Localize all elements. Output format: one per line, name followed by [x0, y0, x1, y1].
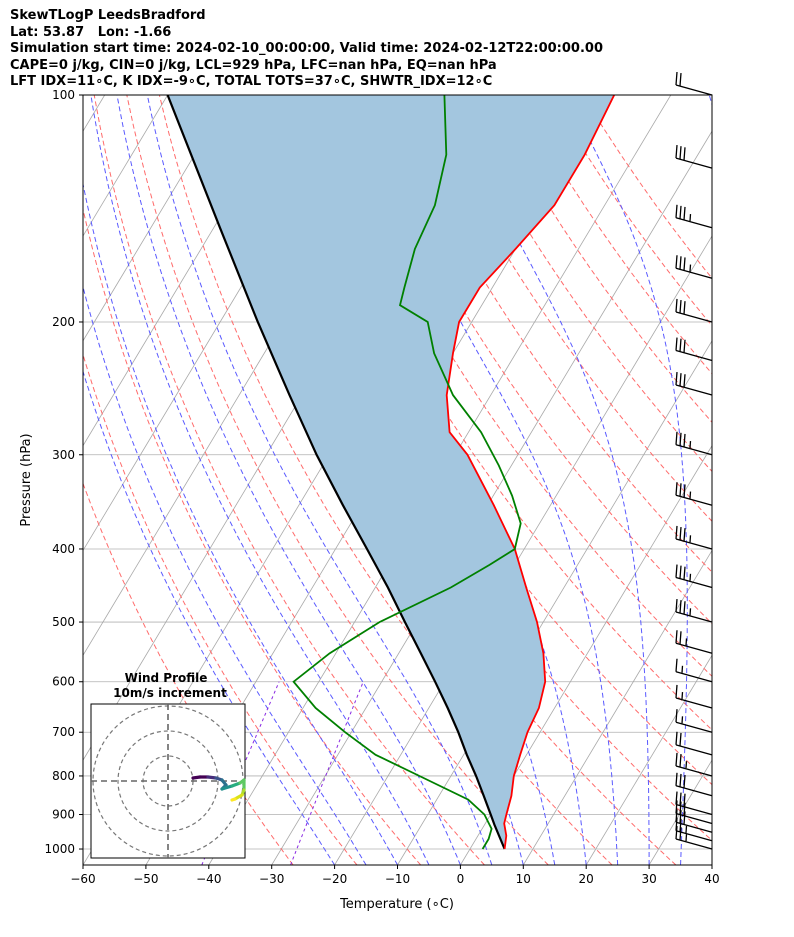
wind-barb [675, 204, 713, 229]
moist-adiabat [116, 95, 461, 865]
wind-barb [675, 658, 713, 683]
x-tick-label: 40 [704, 872, 719, 886]
isotherm-line [522, 549, 712, 865]
dry-adiabat [452, 95, 712, 473]
dry-adiabat [386, 95, 712, 573]
x-tick-label: −10 [385, 872, 410, 886]
isotherm-line [460, 444, 712, 865]
x-tick-label: 30 [641, 872, 656, 886]
wind-barb [675, 598, 713, 623]
wind-barb [675, 731, 713, 756]
x-tick-label: −20 [322, 872, 347, 886]
wind-barb [675, 298, 713, 323]
parcel-path-line [166, 95, 506, 850]
dry-adiabat [83, 482, 294, 865]
wind-barb [675, 709, 713, 733]
wind-barb [675, 482, 713, 506]
y-tick-label: 200 [52, 315, 75, 329]
wind-barb [675, 71, 713, 96]
isotherm-line [334, 235, 712, 865]
y-tick-label: 600 [52, 675, 75, 689]
moist-adiabat [83, 369, 336, 865]
dry-adiabat [484, 95, 712, 423]
x-tick-label: 20 [579, 872, 594, 886]
y-tick-label: 700 [52, 725, 75, 739]
time-line: Simulation start time: 2024-02-10_00:00:… [10, 41, 603, 56]
isotherm-line [83, 95, 231, 342]
wind-barb [675, 791, 713, 816]
wind-barb [675, 809, 713, 833]
moist-adiabat [566, 95, 688, 865]
moist-adiabat [83, 285, 367, 865]
wind-barb [675, 337, 713, 362]
isotherm-line [711, 864, 712, 865]
cape-line: CAPE=0 j/kg, CIN=0 j/kg, LCL=929 hPa, LF… [10, 57, 497, 73]
x-tick-label: −40 [196, 872, 221, 886]
wind-barb [675, 772, 713, 797]
dry-adiabat [93, 95, 485, 865]
dry-adiabat [549, 95, 712, 327]
wind-barb [675, 431, 713, 456]
wind-barb [675, 564, 713, 589]
wind-barb [675, 817, 713, 842]
x-tick-label: −60 [70, 872, 95, 886]
wind-barb [675, 372, 713, 396]
wind-barb [675, 145, 713, 169]
chart-header: SkewTLogP LeedsBradford Lat: 53.87 Lon: … [10, 8, 603, 91]
isotherm-line [648, 759, 712, 865]
dewpoint-line [292, 95, 522, 850]
hodograph-title: Wind Profile [125, 671, 208, 685]
x-axis-label: Temperature (∘C) [339, 897, 454, 912]
wind-barb [675, 525, 713, 550]
y-tick-label: 1000 [44, 842, 75, 856]
mixing-ratio-line [290, 681, 364, 865]
dry-adiabat [83, 353, 358, 865]
hodograph-ring [117, 730, 219, 832]
moist-adiabat [708, 95, 712, 865]
dry-adiabat [419, 95, 712, 523]
dry-adiabat [582, 95, 712, 280]
chart-title: SkewTLogP LeedsBradford [10, 8, 206, 23]
wind-barb [675, 684, 713, 709]
y-tick-label: 300 [52, 448, 75, 462]
hodograph-trace [191, 775, 246, 802]
hodograph-subtitle: 10m/s increment [113, 686, 227, 700]
y-tick-label: 100 [52, 88, 75, 102]
wind-barb [675, 255, 713, 279]
dry-adiabat [354, 95, 712, 625]
isotherm-line [83, 95, 168, 237]
y-tick-label: 400 [52, 542, 75, 556]
moist-adiabat [90, 95, 430, 865]
temperature-line [445, 95, 616, 850]
wind-barb [675, 800, 713, 825]
x-tick-label: −50 [133, 872, 158, 886]
dry-adiabat [83, 207, 422, 865]
moist-adiabat [146, 95, 493, 865]
location-line: Lat: 53.87 Lon: -1.66 [10, 24, 172, 40]
isotherm-line [271, 130, 712, 865]
moist-adiabat [443, 95, 650, 865]
index-line: LFT IDX=11∘C, K IDX=-9∘C, TOTAL TOTS=37∘… [10, 74, 493, 89]
dry-adiabat [321, 95, 712, 677]
x-tick-label: 10 [516, 872, 531, 886]
x-tick-label: 0 [457, 872, 465, 886]
wind-barb [675, 630, 713, 654]
isotherm-line [585, 654, 712, 865]
y-axis-label: Pressure (hPa) [19, 433, 34, 526]
x-tick-label: −30 [259, 872, 284, 886]
cin-shading [167, 95, 615, 849]
isotherm-line [775, 95, 794, 865]
y-tick-label: 500 [52, 615, 75, 629]
y-tick-label: 900 [52, 808, 75, 822]
y-tick-label: 800 [52, 769, 75, 783]
isotherm-line [83, 95, 294, 447]
moist-adiabat [83, 181, 398, 865]
hodograph-inset: Wind Profile 10m/s increment [90, 671, 246, 859]
wind-barb [675, 752, 713, 777]
